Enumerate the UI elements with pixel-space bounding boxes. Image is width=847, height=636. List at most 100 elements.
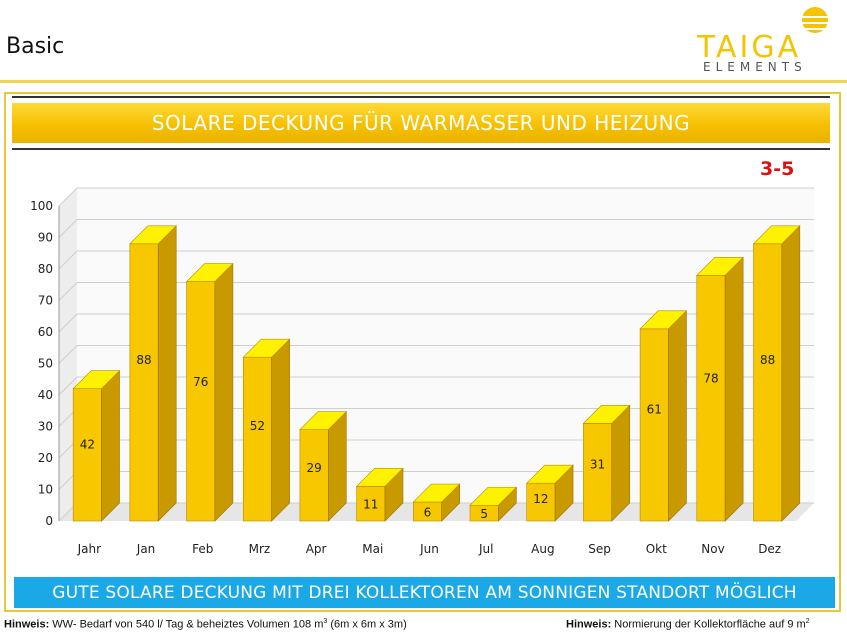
x-tick-label: Jun (419, 542, 439, 556)
y-tick-label: 30 (38, 420, 53, 434)
bottom-banner-text: GUTE SOLARE DECKUNG MIT DREI KOLLEKTOREN… (52, 582, 797, 603)
bar-front (639, 328, 669, 522)
bar-side (781, 225, 801, 522)
bar-side (611, 404, 631, 522)
bar (185, 262, 234, 522)
gridline-depth (58, 345, 78, 364)
bar-top (242, 338, 291, 358)
bar (696, 256, 744, 522)
bar-value-label: 5 (480, 507, 488, 521)
title-text: SOLARE DECKUNG FÜR WARMASSER UND HEIZUNG (151, 111, 691, 135)
footnote-left-text: WW- Bedarf von 540 l/ Tag & beheiztes Vo… (52, 618, 324, 631)
bar-front (242, 356, 272, 522)
taiga-elements-logo: TAIGA ELEMENTS (695, 2, 840, 78)
x-tick-label: Apr (306, 542, 327, 556)
logo-subtitle: ELEMENTS (703, 60, 807, 74)
footnote-right-sup: 2 (805, 618, 810, 625)
footnote-left-sup: 3 (323, 618, 328, 625)
x-tick-label: Jul (478, 542, 493, 556)
bar-side (724, 256, 744, 522)
bar-front (583, 423, 613, 522)
bar-top (469, 486, 518, 506)
bar-side (327, 410, 347, 522)
bar-side (157, 225, 177, 522)
gridline-depth (58, 376, 78, 396)
y-tick-label: 50 (38, 357, 53, 371)
bar-top (639, 310, 688, 330)
gridline-depth (58, 250, 78, 270)
bar-value-label: 88 (760, 353, 775, 367)
y-tick-label: 40 (38, 388, 53, 402)
bar-value-label: 88 (136, 353, 151, 367)
bar-side (271, 338, 290, 522)
x-tick-label: Jahr (77, 542, 101, 556)
x-tick-label: Mrz (249, 542, 271, 556)
bar-front (753, 243, 783, 522)
x-tick-label: Sep (588, 542, 611, 556)
title-banner: SOLARE DECKUNG FÜR WARMASSER UND HEIZUNG (12, 96, 830, 150)
page-label: Basic (6, 34, 65, 59)
bar-top (355, 468, 404, 487)
bar-value-label: 31 (590, 457, 605, 471)
footnote-right-label: Hinweis: (566, 618, 612, 631)
y-tick-label: 20 (38, 451, 53, 465)
bar-value-label: 76 (193, 375, 208, 389)
bar-front (72, 388, 102, 522)
sun-logo-icon (799, 7, 833, 33)
bar-value-label: 78 (703, 371, 718, 385)
bar (299, 410, 348, 522)
bar-front (696, 275, 726, 522)
bar-value-label: 52 (250, 419, 265, 433)
bar (355, 467, 404, 522)
bar-value-label: 42 (80, 437, 95, 451)
y-tick-label: 0 (45, 514, 53, 528)
bar-top (525, 464, 574, 484)
bar (752, 225, 801, 522)
bar (129, 225, 177, 522)
gridline-depth (58, 187, 78, 207)
y-tick-label: 70 (38, 294, 53, 308)
bar (639, 310, 688, 522)
header-rule (0, 80, 847, 83)
bar-top (752, 225, 801, 245)
x-tick-label: Okt (646, 542, 667, 556)
bar-top (185, 263, 234, 282)
y-tick-label: 90 (38, 231, 53, 245)
bar-value-label: 11 (363, 498, 378, 512)
bar (469, 486, 518, 522)
bar-top (72, 370, 121, 389)
bar-top (582, 405, 631, 424)
bar-top (412, 483, 461, 503)
bar-top (299, 411, 348, 430)
x-tick-label: Nov (701, 542, 724, 556)
footnote-left: Hinweis: WW- Bedarf von 540 l/ Tag & beh… (4, 618, 407, 631)
footnote-right-text: Normierung der Kollektorfläche auf 9 m (614, 618, 806, 631)
y-tick-label: 10 (38, 483, 53, 497)
y-tick-label: 80 (38, 262, 53, 276)
bar-top (696, 257, 744, 276)
bar-value-label: 61 (647, 403, 662, 417)
x-tick-label: Dez (758, 542, 781, 556)
x-tick-label: Mai (362, 542, 383, 556)
gridline-depth (58, 282, 78, 301)
footnote-left-label: Hinweis: (4, 618, 50, 631)
bar (242, 338, 291, 522)
y-tick-label: 100 (30, 199, 53, 213)
footnote-right: Hinweis: Normierung der Kollektorfläche … (566, 618, 810, 631)
gridline-depth (58, 219, 78, 238)
bar (525, 464, 574, 522)
bar-side (214, 262, 234, 522)
bar-value-label: 6 (424, 506, 432, 520)
logo-wordmark: TAIGA (697, 30, 802, 65)
bar-side (668, 310, 687, 522)
gridline-depth (58, 313, 78, 333)
footnote-left-tail: (6m x 6m x 3m) (327, 618, 407, 631)
bar-value-label: 12 (533, 492, 548, 506)
y-tick-label: 60 (38, 325, 53, 339)
monthly-solar-coverage-chart: 010203040506070809010042Jahr88Jan76Feb52… (30, 187, 814, 556)
bottom-banner: GUTE SOLARE DECKUNG MIT DREI KOLLEKTOREN… (14, 577, 835, 608)
bar-value-label: 29 (306, 461, 321, 475)
bar (412, 483, 461, 522)
bar-front (129, 243, 159, 522)
bar (582, 404, 631, 522)
